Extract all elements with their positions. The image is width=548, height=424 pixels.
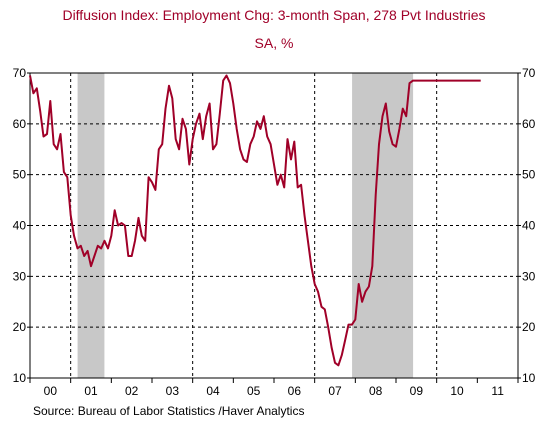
y-tick-label-right: 10	[522, 371, 536, 385]
x-tick-label: 04	[206, 384, 220, 398]
x-tick-label: 10	[450, 384, 464, 398]
x-tick-label: 06	[288, 384, 302, 398]
gridlines	[30, 73, 518, 378]
y-tick-label-left: 20	[13, 320, 27, 334]
x-tick-label: 05	[247, 384, 261, 398]
y-tick-label-right: 20	[522, 320, 536, 334]
x-tick-label: 00	[44, 384, 58, 398]
x-tick-label: 08	[369, 384, 383, 398]
x-tick-label: 11	[491, 384, 504, 398]
y-tick-label-left: 50	[13, 168, 27, 182]
series-line-1	[29, 74, 481, 367]
y-tick-label-left: 70	[13, 66, 27, 80]
y-tick-label-right: 70	[522, 66, 536, 80]
y-tick-label-right: 50	[522, 168, 536, 182]
y-tick-label-left: 10	[13, 371, 27, 385]
y-tick-label-right: 40	[522, 219, 536, 233]
series-layer	[29, 74, 481, 367]
chart-title: Diffusion Index: Employment Chg: 3-month…	[62, 7, 485, 23]
x-tick-label: 01	[84, 384, 98, 398]
chart-subtitle: SA, %	[255, 35, 294, 51]
x-tick-label: 02	[125, 384, 139, 398]
y-tick-label-left: 30	[13, 269, 27, 283]
x-tick-label: 09	[410, 384, 424, 398]
axis-ticks: 10 10 20 20 30 30 40 40 50 50 60 60 70 70 00 01 02 03 04 05…	[13, 66, 536, 398]
x-tick-label: 07	[328, 384, 342, 398]
y-tick-label-right: 60	[522, 117, 536, 131]
y-tick-label-left: 60	[13, 117, 27, 131]
x-tick-label: 03	[166, 384, 180, 398]
y-tick-label-left: 40	[13, 219, 27, 233]
source-note: Source: Bureau of Labor Statistics /Have…	[33, 404, 304, 418]
y-tick-label-right: 30	[522, 269, 536, 283]
